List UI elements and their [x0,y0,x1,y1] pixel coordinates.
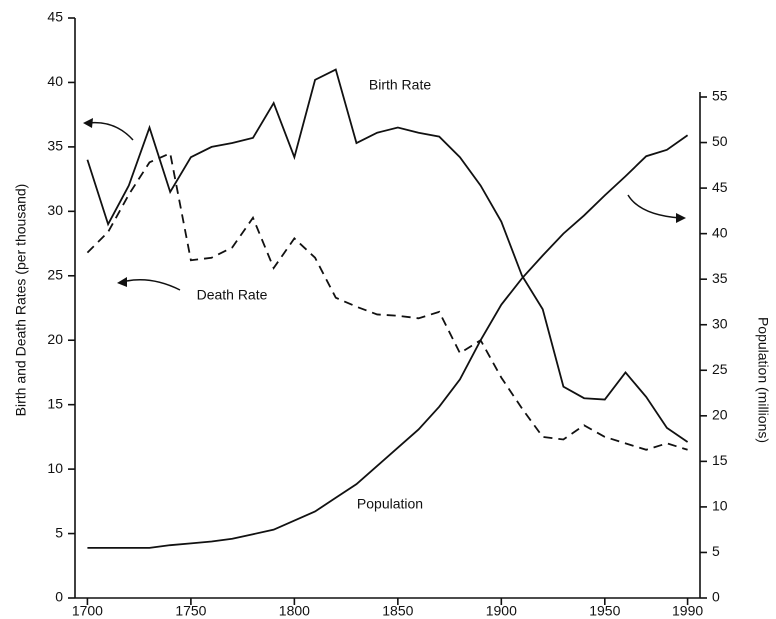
y-tick-label: 15 [47,395,63,411]
y2-tick-label: 20 [712,407,728,423]
series-label: Birth Rate [369,77,431,93]
y-tick-label: 25 [47,266,63,282]
y2-tick-label: 45 [712,179,728,195]
x-tick-label: 1900 [486,603,517,619]
arrow [121,279,181,291]
arrow [627,194,681,219]
series-label: Death Rate [197,287,268,303]
arrowhead [117,277,127,287]
y-tick-label: 35 [47,138,63,154]
y2-tick-label: 50 [712,133,728,149]
y2-tick-label: 5 [712,543,720,559]
arrow [87,121,134,141]
x-tick-label: 1950 [589,603,620,619]
arrowhead [83,118,93,128]
y-tick-label: 0 [55,589,63,605]
y-tick-label: 45 [47,9,63,25]
y-tick-label: 10 [47,460,63,476]
y2-tick-label: 25 [712,361,728,377]
x-tick-label: 1990 [672,603,703,619]
y2-tick-label: 0 [712,589,720,605]
y-tick-label: 20 [47,331,63,347]
arrowhead [676,213,686,223]
x-tick-label: 1750 [175,603,206,619]
x-tick-label: 1700 [72,603,103,619]
y-tick-label: 5 [55,524,63,540]
line-series [86,152,688,451]
line-series [87,134,689,549]
y2-tick-label: 15 [712,452,728,468]
y-tick-label: 40 [47,73,63,89]
line-series [86,68,689,443]
y-tick-label: 30 [47,202,63,218]
y2-tick-label: 30 [712,315,728,331]
x-tick-label: 1850 [382,603,413,619]
y-axis-label: Birth and Death Rates (per thousand) [13,184,29,417]
y2-tick-label: 10 [712,498,728,514]
y2-tick-label: 40 [712,224,728,240]
series-label: Population [357,496,423,512]
y2-tick-label: 55 [712,88,728,104]
y2-axis-label: Population (millions) [755,317,771,443]
y2-tick-label: 35 [712,270,728,286]
x-tick-label: 1800 [279,603,310,619]
